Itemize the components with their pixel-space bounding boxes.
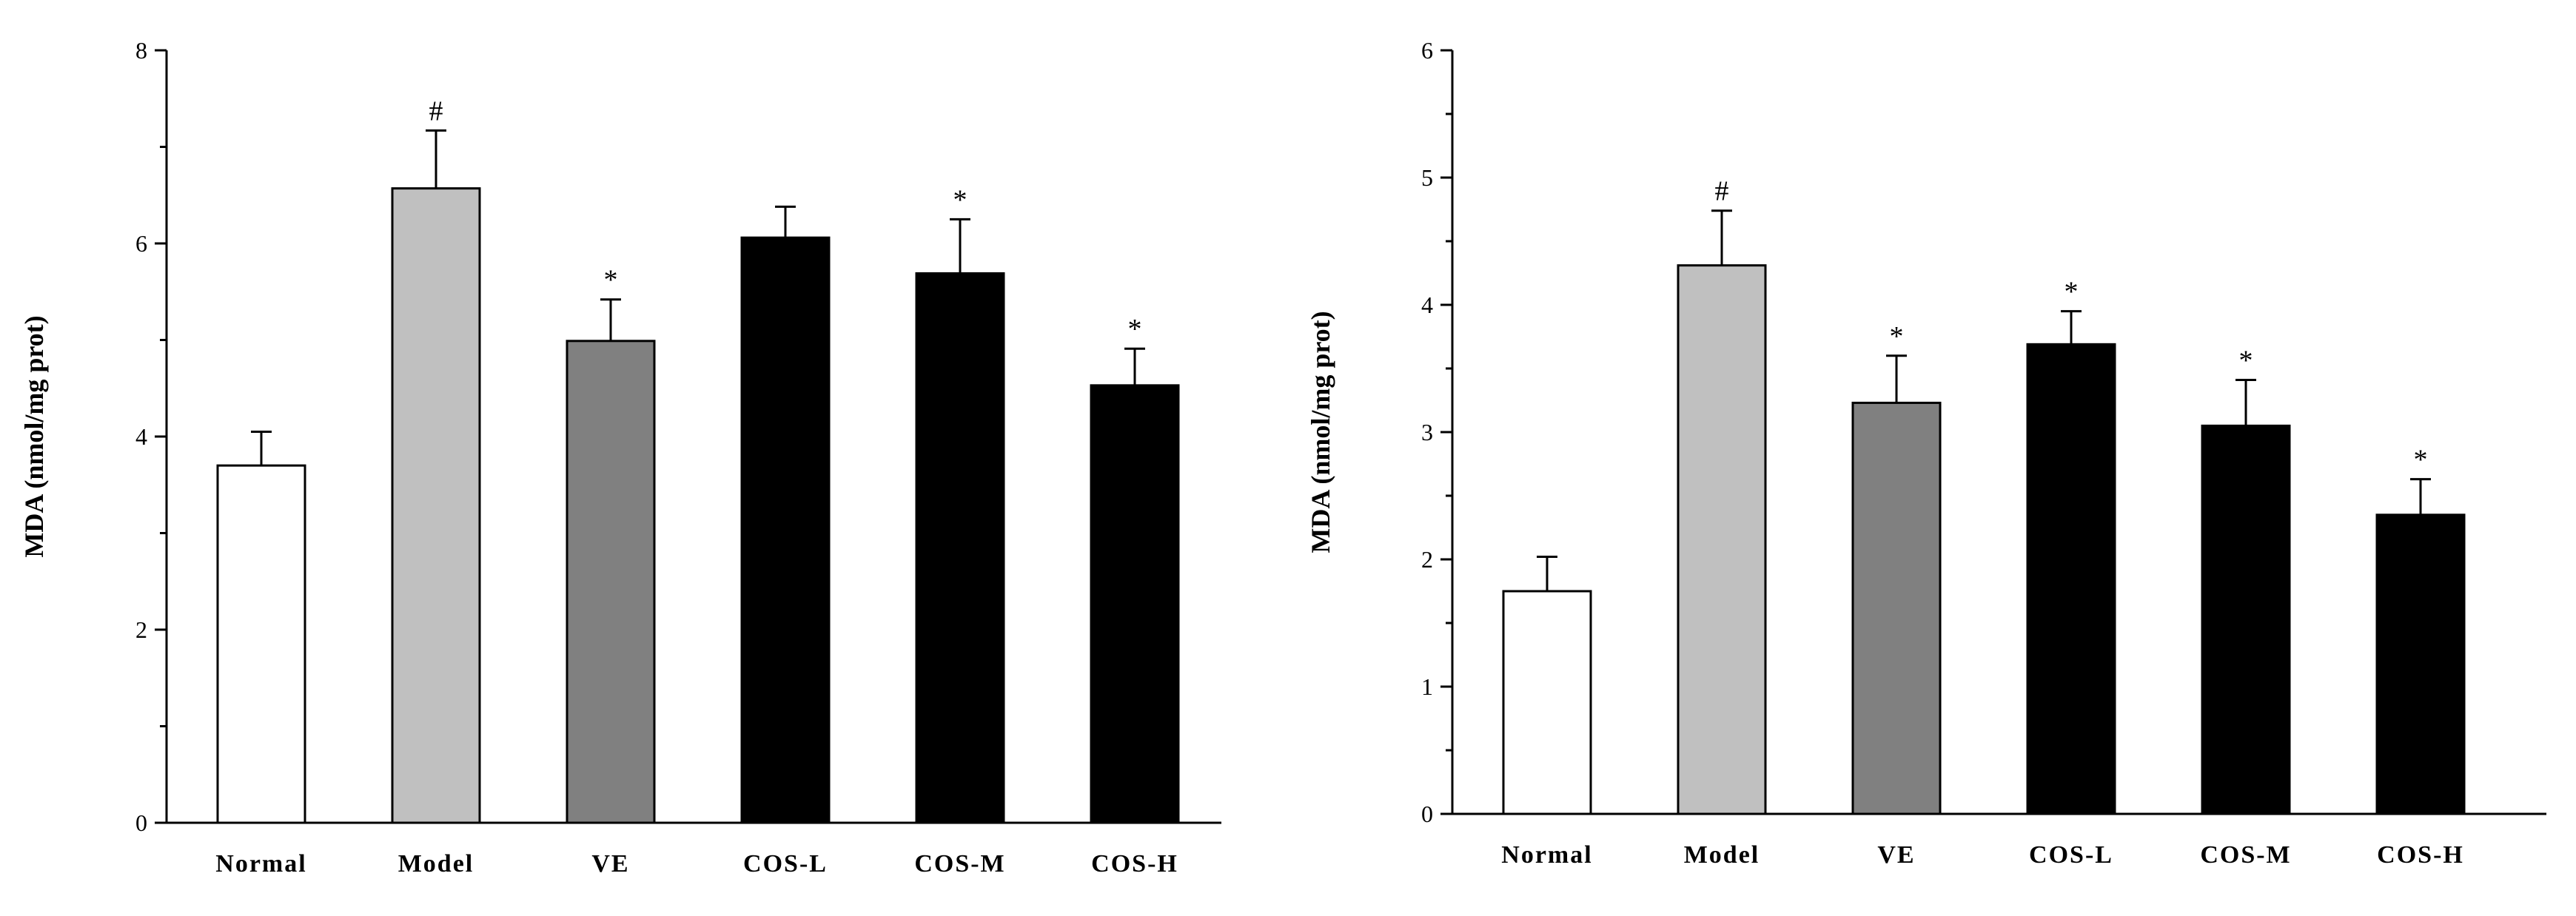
category-label: Model	[1684, 841, 1760, 869]
category-label: COS-M	[2200, 841, 2291, 869]
bar	[1677, 264, 1767, 815]
significance-mark: #	[1715, 176, 1729, 207]
category-label: Normal	[215, 850, 306, 878]
y-tick-label: 2	[135, 616, 147, 643]
y-tick-label: 4	[1421, 292, 1433, 318]
bar	[740, 236, 831, 824]
bar	[391, 187, 481, 824]
mda-bar-chart-left: 0 2 4 6 8 MDA (nmol/mg prot) Normal # Model * VE CO…	[19, 37, 1221, 878]
significance-mark: *	[1128, 314, 1142, 345]
category-label: Normal	[1501, 841, 1592, 869]
category-label: COS-H	[1091, 850, 1178, 878]
y-tick-label: 8	[135, 37, 147, 64]
bar	[2375, 513, 2466, 815]
bar	[566, 340, 656, 824]
category-label: COS-H	[2377, 841, 2464, 869]
y-tick-label: 6	[1421, 37, 1433, 64]
category-label: VE	[1877, 841, 1915, 869]
bar	[915, 272, 1005, 824]
bar	[216, 464, 306, 824]
y-tick-label: 1	[1421, 673, 1433, 700]
bar	[2201, 424, 2291, 815]
category-label: COS-L	[743, 850, 828, 878]
significance-mark: *	[2065, 277, 2079, 308]
significance-mark: *	[1890, 321, 1904, 352]
y-axis-label: MDA (nmol/mg prot)	[1306, 311, 1335, 553]
significance-mark: *	[604, 265, 618, 296]
y-axis-label: MDA (nmol/mg prot)	[19, 315, 49, 557]
significance-mark: *	[2414, 445, 2428, 476]
bar	[1502, 590, 1592, 815]
significance-mark: #	[429, 95, 443, 127]
bar	[1090, 384, 1180, 824]
y-tick-label: 4	[135, 423, 147, 450]
mda-bar-chart-right: 0 1 2 3 4 5 6 MDA (nmol/mg prot) Normal # Model * VE…	[1306, 37, 2546, 869]
y-tick-label: 0	[135, 809, 147, 836]
y-tick-label: 2	[1421, 546, 1433, 573]
significance-mark: *	[953, 184, 967, 215]
category-label: VE	[591, 850, 629, 878]
bar	[2026, 343, 2116, 815]
category-label: Model	[398, 850, 474, 878]
category-label: COS-M	[914, 850, 1005, 878]
bar	[1851, 401, 1942, 815]
y-tick-label: 6	[135, 230, 147, 257]
y-tick-label: 3	[1421, 419, 1433, 445]
y-tick-label: 0	[1421, 801, 1433, 827]
significance-mark: *	[2239, 345, 2253, 376]
y-tick-label: 5	[1421, 164, 1433, 191]
category-label: COS-L	[2029, 841, 2113, 869]
